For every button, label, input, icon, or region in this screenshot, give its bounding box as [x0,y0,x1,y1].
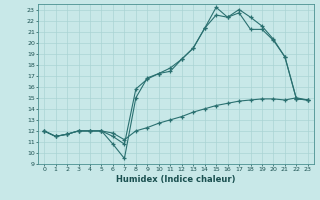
X-axis label: Humidex (Indice chaleur): Humidex (Indice chaleur) [116,175,236,184]
